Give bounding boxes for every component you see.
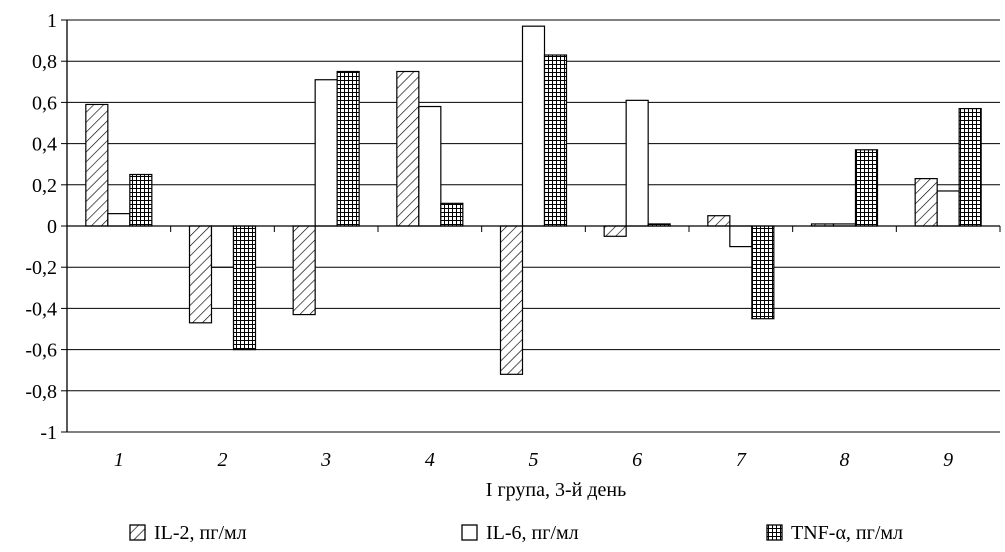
bar-diagonal-hatch-9 — [915, 179, 937, 226]
legend-label: IL-2, пг/мл — [154, 522, 247, 544]
bar-empty-6 — [626, 100, 648, 226]
bar-crosshatch-5 — [545, 55, 567, 226]
bar-diagonal-hatch-4 — [397, 72, 419, 227]
bar-crosshatch-3 — [337, 72, 359, 227]
bar-crosshatch-7 — [752, 226, 774, 319]
bar-empty-2 — [212, 226, 234, 267]
y-tick-label: 1 — [47, 10, 57, 32]
bar-diagonal-hatch-7 — [708, 216, 730, 226]
bar-crosshatch-4 — [441, 203, 463, 226]
legend-label: TNF-α, пг/мл — [791, 522, 903, 544]
bar-diagonal-hatch-2 — [190, 226, 212, 323]
x-tick-label: 4 — [425, 449, 435, 471]
y-tick-label: 0,2 — [32, 175, 57, 197]
bar-crosshatch-9 — [959, 109, 981, 226]
y-tick-label: -0,8 — [25, 381, 57, 403]
legend-swatch — [130, 525, 145, 540]
bar-empty-4 — [419, 107, 441, 226]
y-tick-label: 0 — [47, 216, 57, 238]
x-tick-label: 9 — [943, 449, 953, 471]
x-tick-label: 8 — [840, 449, 850, 471]
bar-empty-3 — [315, 80, 337, 226]
y-tick-label: -0,2 — [25, 257, 57, 279]
y-tick-label: 0,6 — [32, 92, 57, 114]
bar-empty-1 — [108, 214, 130, 226]
x-tick-label: 7 — [736, 449, 747, 471]
bar-crosshatch-8 — [856, 150, 878, 226]
y-tick-label: -1 — [40, 422, 57, 444]
y-tick-label: 0,4 — [32, 134, 57, 156]
bar-empty-5 — [523, 26, 545, 226]
x-tick-label: 6 — [632, 449, 642, 471]
x-tick-label: 1 — [114, 449, 124, 471]
x-tick-label: 5 — [529, 449, 539, 471]
legend-swatch — [767, 525, 782, 540]
legend: IL-2, пг/мл IL-6, пг/мл TNF-α, пг/мл — [130, 522, 903, 544]
y-tick-label: 0,8 — [32, 51, 57, 73]
bar-diagonal-hatch-6 — [604, 226, 626, 236]
x-tick-label: 3 — [320, 449, 331, 471]
bar-empty-9 — [937, 191, 959, 226]
bar-empty-7 — [730, 226, 752, 247]
bar-diagonal-hatch-5 — [501, 226, 523, 374]
legend-swatch — [462, 525, 477, 540]
x-tick-labels: 1 2 3 4 5 6 7 8 9 — [114, 449, 953, 471]
bar-crosshatch-2 — [234, 226, 256, 350]
y-tick-label: -0,4 — [25, 298, 57, 320]
legend-label: IL-6, пг/мл — [486, 522, 579, 544]
x-tick-label: 2 — [218, 449, 228, 471]
bar-crosshatch-1 — [130, 175, 152, 227]
y-tick-labels: -1 -0,8 -0,6 -0,4 -0,2 0 0,2 0,4 0,6 0,8 1 — [25, 10, 57, 444]
bar-diagonal-hatch-3 — [293, 226, 315, 315]
y-tick-label: -0,6 — [25, 340, 57, 362]
x-axis-title: I група, 3-й день — [486, 479, 626, 501]
bars — [86, 26, 981, 374]
bar-diagonal-hatch-1 — [86, 104, 108, 226]
